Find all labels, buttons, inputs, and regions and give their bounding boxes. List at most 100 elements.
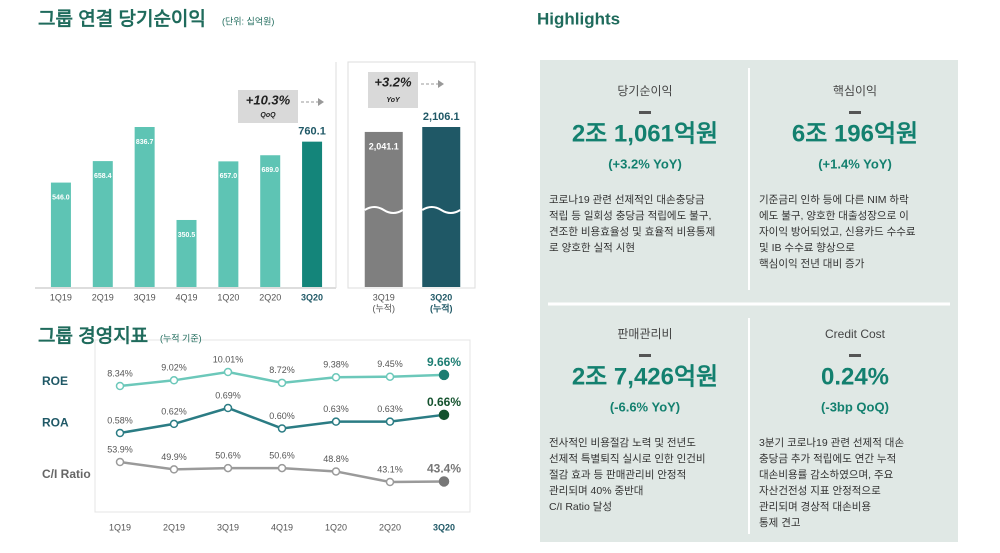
point xyxy=(169,376,179,385)
point xyxy=(438,476,450,487)
point xyxy=(169,419,179,429)
value-label: 50.6% xyxy=(215,450,241,460)
point xyxy=(331,467,341,476)
value-label: 0.63% xyxy=(323,404,349,414)
card-change: (-6.6% YoY) xyxy=(610,399,680,414)
value-label: 50.6% xyxy=(269,450,295,460)
card-amount: 2조 1,061억원 xyxy=(572,120,718,147)
card-change: (+1.4% YoY) xyxy=(818,156,892,171)
point xyxy=(385,372,395,381)
card-text: 자산건전성 지표 안정적으로 xyxy=(759,485,881,497)
card-title: 핵심이익 xyxy=(833,84,877,98)
value-label: 760.1 xyxy=(298,126,326,138)
x-tick-label: 2Q19 xyxy=(92,292,114,302)
x-tick-label: 1Q20 xyxy=(217,292,239,302)
point xyxy=(115,428,125,438)
card-text: 3분기 코로나19 관련 선제적 대손 xyxy=(759,437,904,449)
value-label: 8.72% xyxy=(269,365,295,375)
value-label: 53.9% xyxy=(107,444,133,454)
value-label: 0.69% xyxy=(215,390,241,400)
value-label: 350.5 xyxy=(178,232,196,239)
value-label: 43.4% xyxy=(427,462,461,476)
bar xyxy=(134,127,155,287)
x-tick-label: 3Q20 xyxy=(301,292,323,302)
value-label: 9.38% xyxy=(323,360,349,370)
value-label: 658.4 xyxy=(94,173,112,180)
x-tick-label: 1Q19 xyxy=(109,522,131,532)
value-label: 8.34% xyxy=(107,368,133,378)
x-tick-note: (누적) xyxy=(430,302,453,313)
bar xyxy=(92,161,113,287)
x-tick-label: 3Q20 xyxy=(430,292,452,302)
value-label: 9.66% xyxy=(427,355,461,369)
card-dash xyxy=(849,354,861,357)
value-label: 546.0 xyxy=(52,194,70,201)
x-tick-label: 4Q19 xyxy=(175,292,197,302)
card-text: C/I Ratio 달성 xyxy=(549,501,612,513)
point xyxy=(223,463,233,473)
value-label: 49.9% xyxy=(161,452,187,462)
card-text: 관리되며 40% 중반대 xyxy=(549,485,643,497)
section-title: 그룹 연결 당기순이익 xyxy=(38,8,206,30)
value-label: 0.60% xyxy=(269,411,295,421)
card-text: 적립 등 일회성 충당금 적립에도 불구, xyxy=(549,209,711,222)
point xyxy=(277,378,287,388)
card-dash xyxy=(639,354,651,357)
point xyxy=(385,477,395,487)
point xyxy=(385,417,395,426)
value-label: 836.7 xyxy=(136,139,154,146)
card-amount: 0.24% xyxy=(821,363,889,390)
annotation: +10.3% xyxy=(246,92,291,107)
card-text: 에도 불구, 양호한 대출성장으로 이 xyxy=(759,210,909,222)
value-label: 0.62% xyxy=(161,406,187,416)
card-dash xyxy=(849,111,861,114)
card-text: 관리되며 경상적 대손비용 xyxy=(759,500,871,513)
arrow-head xyxy=(438,80,444,88)
x-tick-label: 2Q20 xyxy=(259,292,281,302)
card-text: 통제 견고 xyxy=(759,517,801,529)
card-text: 핵심이익 전년 대비 증가 xyxy=(759,258,865,270)
point xyxy=(169,465,179,474)
section-note: (누적 기준) xyxy=(160,332,202,343)
section-title: Highlights xyxy=(537,9,620,28)
value-label: 9.02% xyxy=(161,363,187,373)
card-amount: 6조 196억원 xyxy=(792,120,918,147)
value-label: 2,106.1 xyxy=(423,111,460,123)
value-label: 10.01% xyxy=(213,354,244,364)
section-title: 그룹 경영지표 xyxy=(38,325,148,347)
card-text: 및 IB 수수료 향상으로 xyxy=(759,242,855,254)
x-tick-label: 3Q20 xyxy=(433,522,455,532)
card-change: (-3bp QoQ) xyxy=(821,399,889,414)
x-tick-label: 4Q19 xyxy=(271,522,293,532)
point xyxy=(438,409,450,421)
x-tick-label: 3Q19 xyxy=(373,292,395,302)
annotation: +3.2% xyxy=(374,74,412,89)
cumulative-frame xyxy=(347,61,476,289)
value-label: 0.63% xyxy=(377,404,403,414)
annotation-sub: QoQ xyxy=(260,112,276,119)
card-text: 충당금 추가 적립에도 연간 누적 xyxy=(759,452,896,465)
annotation-box xyxy=(368,72,418,108)
point xyxy=(115,457,125,467)
card-title: Credit Cost xyxy=(825,327,886,341)
card-text: 기준금리 인하 등에 다른 NIM 하락 xyxy=(759,193,909,206)
card-text: 로 양호한 실적 시현 xyxy=(549,242,635,254)
card-text: 전사적인 비용절감 노력 및 전년도 xyxy=(549,436,696,449)
card-dash xyxy=(639,111,651,114)
point xyxy=(277,424,287,433)
value-label: 0.66% xyxy=(427,395,461,409)
point xyxy=(331,417,341,426)
card-amount: 2조 7,426억원 xyxy=(572,363,718,390)
bar xyxy=(218,161,239,287)
value-label: 0.58% xyxy=(107,415,133,425)
card-text: 견조한 비용효율성 및 효율적 비용통제 xyxy=(549,226,715,238)
value-label: 657.0 xyxy=(220,173,238,180)
card-title: 당기순이익 xyxy=(617,84,672,98)
x-tick-label: 3Q19 xyxy=(134,292,156,302)
point xyxy=(277,463,287,473)
point xyxy=(331,373,341,382)
x-tick-label: 1Q19 xyxy=(50,292,72,302)
value-label: 43.1% xyxy=(377,464,403,474)
card-text: 대손비용률 감소하였으며, 주요 xyxy=(759,468,894,481)
